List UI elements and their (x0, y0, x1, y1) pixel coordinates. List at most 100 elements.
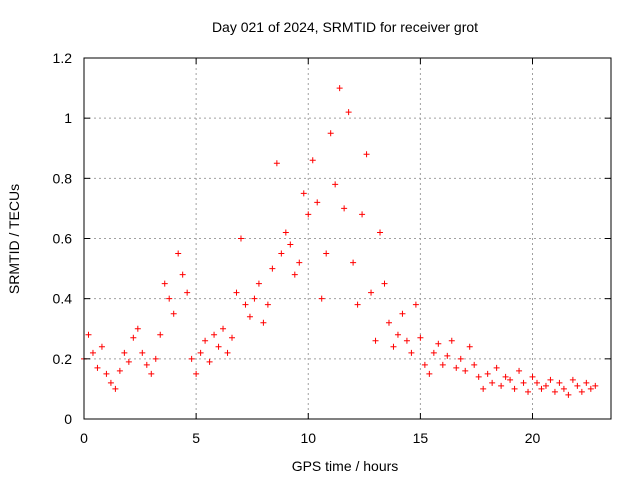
x-tick-label: 5 (192, 430, 200, 446)
data-point (489, 379, 496, 386)
data-point (350, 259, 357, 266)
y-tick-label: 0 (64, 411, 72, 427)
data-point (278, 250, 285, 257)
data-point (516, 367, 523, 374)
data-point (403, 337, 410, 344)
data-point (139, 349, 146, 356)
data-point (578, 388, 585, 395)
data-point (583, 379, 590, 386)
data-point (157, 331, 164, 338)
data-point (502, 373, 509, 380)
data-point (291, 271, 298, 278)
data-point (152, 355, 159, 362)
data-point (511, 385, 518, 392)
x-axis-title: GPS time / hours (292, 458, 399, 474)
data-point (161, 280, 168, 287)
data-point (551, 388, 558, 395)
data-point (220, 325, 227, 332)
data-point (134, 325, 141, 332)
data-point (184, 289, 191, 296)
data-point (166, 295, 173, 302)
data-point (143, 361, 150, 368)
data-point (390, 343, 397, 350)
chart-title: Day 021 of 2024, SRMTID for receiver gro… (212, 19, 478, 35)
data-point (211, 331, 218, 338)
data-point (305, 211, 312, 218)
axis-ticks (83, 57, 611, 420)
data-point (103, 370, 110, 377)
y-tick-labels: 0 0.2 0.4 0.6 0.8 1 1.2 (53, 50, 73, 427)
data-point (381, 280, 388, 287)
y-tick-label: 0.2 (53, 351, 73, 367)
data-point (529, 373, 536, 380)
data-point (188, 355, 195, 362)
data-point (475, 373, 482, 380)
data-point (448, 337, 455, 344)
grid (84, 58, 611, 419)
data-point (462, 367, 469, 374)
data-point (520, 379, 527, 386)
data-point (197, 349, 204, 356)
data-point (542, 382, 549, 389)
data-point (435, 340, 442, 347)
data-point (466, 343, 473, 350)
data-point (444, 352, 451, 359)
data-point (300, 190, 307, 197)
data-point (569, 376, 576, 383)
x-tick-labels: 0 5 10 15 20 (80, 430, 540, 446)
data-point (121, 349, 128, 356)
data-point (309, 157, 316, 164)
data-point (287, 241, 294, 248)
data-point (484, 370, 491, 377)
data-point (264, 301, 271, 308)
data-point (471, 361, 478, 368)
data-point (282, 229, 289, 236)
data-point (242, 301, 249, 308)
data-point (556, 379, 563, 386)
data-point (255, 280, 262, 287)
data-point (354, 301, 361, 308)
data-point (175, 250, 182, 257)
data-point (107, 379, 114, 386)
data-point (592, 382, 599, 389)
data-point (332, 181, 339, 188)
data-point (426, 370, 433, 377)
data-point (260, 319, 267, 326)
y-tick-label: 1 (64, 110, 72, 126)
data-point (493, 364, 500, 371)
data-point (179, 271, 186, 278)
data-point (112, 385, 119, 392)
data-point (399, 310, 406, 317)
data-point (229, 334, 236, 341)
data-point (439, 361, 446, 368)
data-point (457, 355, 464, 362)
data-point (538, 385, 545, 392)
data-point (394, 331, 401, 338)
data-point (269, 265, 276, 272)
y-tick-label: 0.8 (53, 170, 73, 186)
data-point (89, 349, 96, 356)
data-point (480, 385, 487, 392)
data-point (525, 388, 532, 395)
data-point (498, 382, 505, 389)
data-point (368, 289, 375, 296)
y-tick-label: 0.4 (53, 291, 73, 307)
data-point (323, 250, 330, 257)
data-point (130, 334, 137, 341)
series-srmtid (81, 85, 599, 398)
data-point (363, 151, 370, 158)
data-point (237, 235, 244, 242)
data-point (85, 331, 92, 338)
data-point (412, 301, 419, 308)
x-tick-label: 20 (525, 430, 541, 446)
data-point (94, 364, 101, 371)
data-point (408, 349, 415, 356)
data-point (215, 343, 222, 350)
data-point (327, 130, 334, 137)
data-point (547, 376, 554, 383)
data-point (341, 205, 348, 212)
data-point (417, 334, 424, 341)
data-point (224, 349, 231, 356)
x-tick-label: 15 (413, 430, 429, 446)
